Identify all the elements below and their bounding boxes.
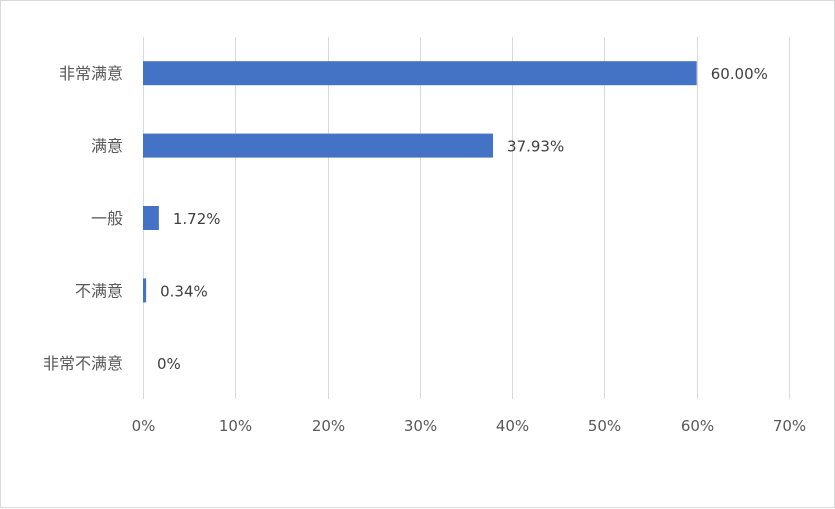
x-tick-label-6: 60% (681, 417, 714, 435)
bar-3 (143, 278, 147, 303)
data-label-1: 37.93% (507, 138, 564, 156)
data-label-3: 0.34% (160, 282, 208, 300)
data-label-2: 1.72% (173, 210, 221, 228)
bar-2 (143, 206, 159, 230)
category-label-3: 不满意 (75, 281, 123, 300)
labels: 0% 10% 20% 30% 40% 50% 60% 70% 非常满意 60.00% 满意 37.93… (43, 64, 806, 435)
x-tick-label-7: 70% (773, 417, 806, 435)
gridlines (143, 37, 790, 399)
x-tick-label-0: 0% (132, 417, 156, 435)
category-label-1: 满意 (91, 137, 123, 156)
bar-0 (143, 61, 697, 86)
data-label-4: 0% (157, 355, 181, 373)
x-tick-label-2: 20% (312, 417, 345, 435)
data-label-0: 60.00% (711, 65, 768, 83)
bar-1 (143, 133, 494, 158)
x-tick-label-4: 40% (496, 417, 529, 435)
x-tick-label-5: 50% (588, 417, 621, 435)
x-tick-label-1: 10% (219, 417, 252, 435)
category-label-4: 非常不满意 (43, 354, 123, 373)
category-label-0: 非常满意 (59, 64, 123, 83)
x-tick-label-3: 30% (404, 417, 437, 435)
bars (143, 61, 697, 303)
category-label-2: 一般 (91, 209, 123, 228)
